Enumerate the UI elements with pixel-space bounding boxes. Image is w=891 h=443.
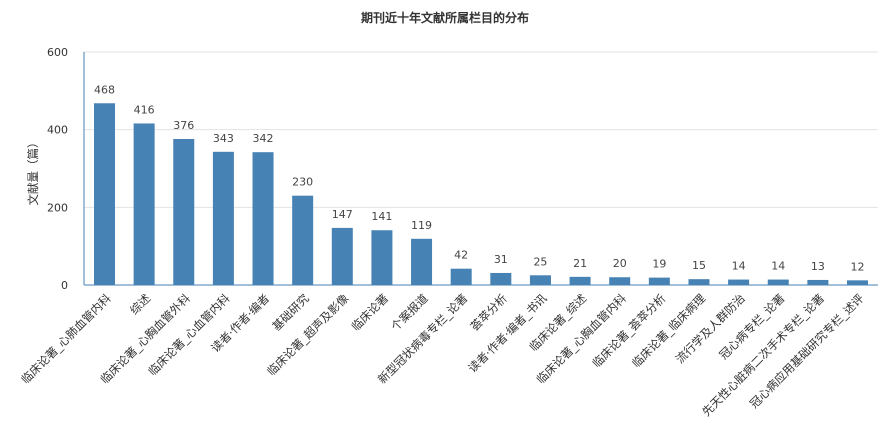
data-label: 468 <box>94 83 115 96</box>
data-label: 14 <box>732 260 746 273</box>
gridlines <box>84 51 878 208</box>
bar <box>847 280 868 285</box>
data-label: 343 <box>213 132 234 145</box>
y-tick-label: 600 <box>47 46 68 59</box>
data-label: 13 <box>811 260 825 273</box>
bar <box>569 276 591 285</box>
bar <box>133 123 155 285</box>
category-label: 临床论著_荟萃分析 <box>589 291 668 370</box>
data-label: 19 <box>652 258 666 271</box>
category-label: 临床论著_临床病理 <box>629 291 708 370</box>
y-tick-label: 200 <box>47 201 68 214</box>
bar <box>529 275 551 285</box>
bar <box>609 277 631 285</box>
category-labels: 临床论著_心肺血管内科 综述临床论著_心胸血管外科临床论著_心血管内科读者·作者·… <box>18 291 867 419</box>
y-tick-label: 400 <box>47 124 68 137</box>
bar <box>331 227 353 285</box>
bars <box>94 103 868 285</box>
y-axis-label: 文献量（篇） <box>26 137 40 206</box>
category-label: 流行学及人群防治 <box>673 291 748 366</box>
data-label: 42 <box>454 249 468 262</box>
data-label: 14 <box>771 260 785 273</box>
category-label: 综述 <box>127 291 154 318</box>
data-label: 376 <box>173 119 194 132</box>
bar <box>94 103 115 285</box>
bar <box>688 279 710 285</box>
bar <box>411 238 433 285</box>
bar <box>212 151 234 285</box>
bar <box>807 279 829 285</box>
category-label: 临床论著 <box>349 291 391 333</box>
bar <box>292 195 314 285</box>
data-label: 416 <box>134 103 155 116</box>
y-tick-label: 0 <box>61 279 68 292</box>
data-label: 20 <box>613 257 627 270</box>
bar <box>767 279 789 285</box>
data-label: 147 <box>332 208 353 221</box>
bar <box>252 152 274 285</box>
data-labels: 468 416 376 343 342 230 147 141 119 42 31 25 21 20 19 1… <box>94 83 865 273</box>
data-label: 31 <box>494 253 508 266</box>
bar <box>648 277 670 285</box>
bar <box>450 268 472 285</box>
data-label: 230 <box>292 176 313 189</box>
data-label: 119 <box>411 219 432 232</box>
data-label: 21 <box>573 257 587 270</box>
data-label: 15 <box>692 259 706 272</box>
chart-title: 期刊近十年文献所属栏目的分布 <box>361 10 529 25</box>
bar <box>371 230 393 285</box>
data-label: 12 <box>851 260 865 273</box>
data-label: 342 <box>253 132 274 145</box>
category-label: 临床论著_心肺血管内科 <box>18 291 114 387</box>
bar <box>173 138 195 285</box>
bar <box>490 272 512 285</box>
data-label: 25 <box>533 255 547 268</box>
bar <box>728 279 750 285</box>
data-label: 141 <box>371 210 392 223</box>
